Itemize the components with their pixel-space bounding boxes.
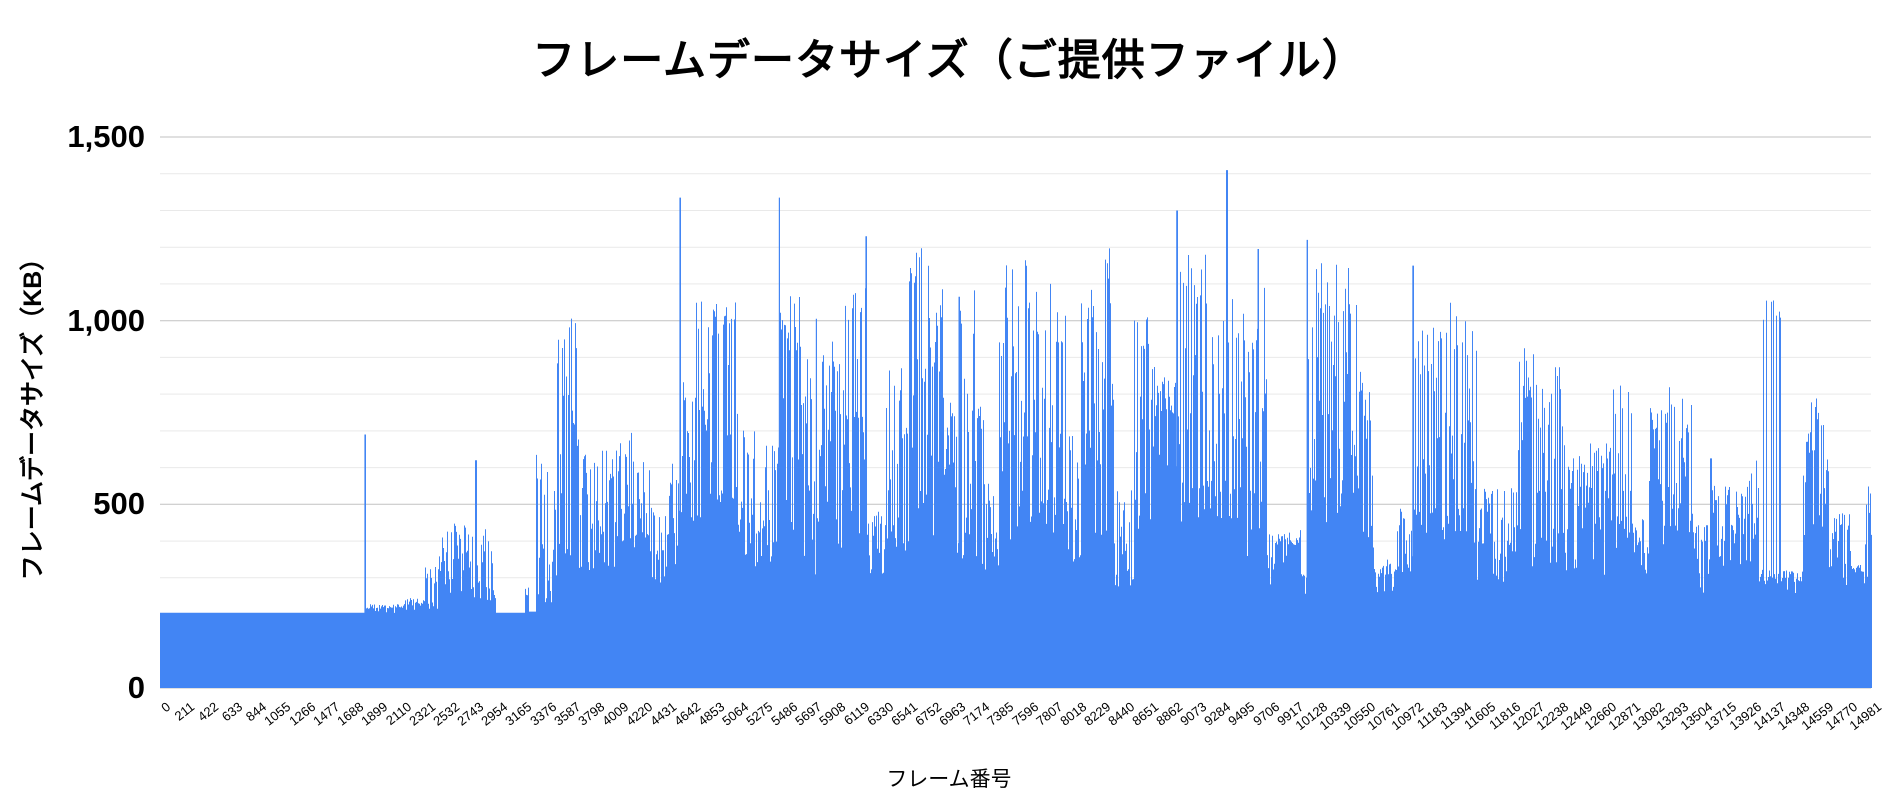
y-tick-label-0: 0 bbox=[127, 670, 145, 705]
chart-bars bbox=[160, 170, 1872, 688]
y-tick-label-500: 500 bbox=[93, 486, 145, 521]
y-tick-label-1500: 1,500 bbox=[67, 119, 145, 154]
y-axis-title: フレームデータサイズ（KB） bbox=[19, 245, 47, 581]
x-axis-title: フレーム番号 bbox=[886, 768, 1012, 791]
chart-title: フレームデータサイズ（ご提供ファイル） bbox=[532, 37, 1366, 85]
y-tick-label-1000: 1,000 bbox=[67, 303, 145, 338]
